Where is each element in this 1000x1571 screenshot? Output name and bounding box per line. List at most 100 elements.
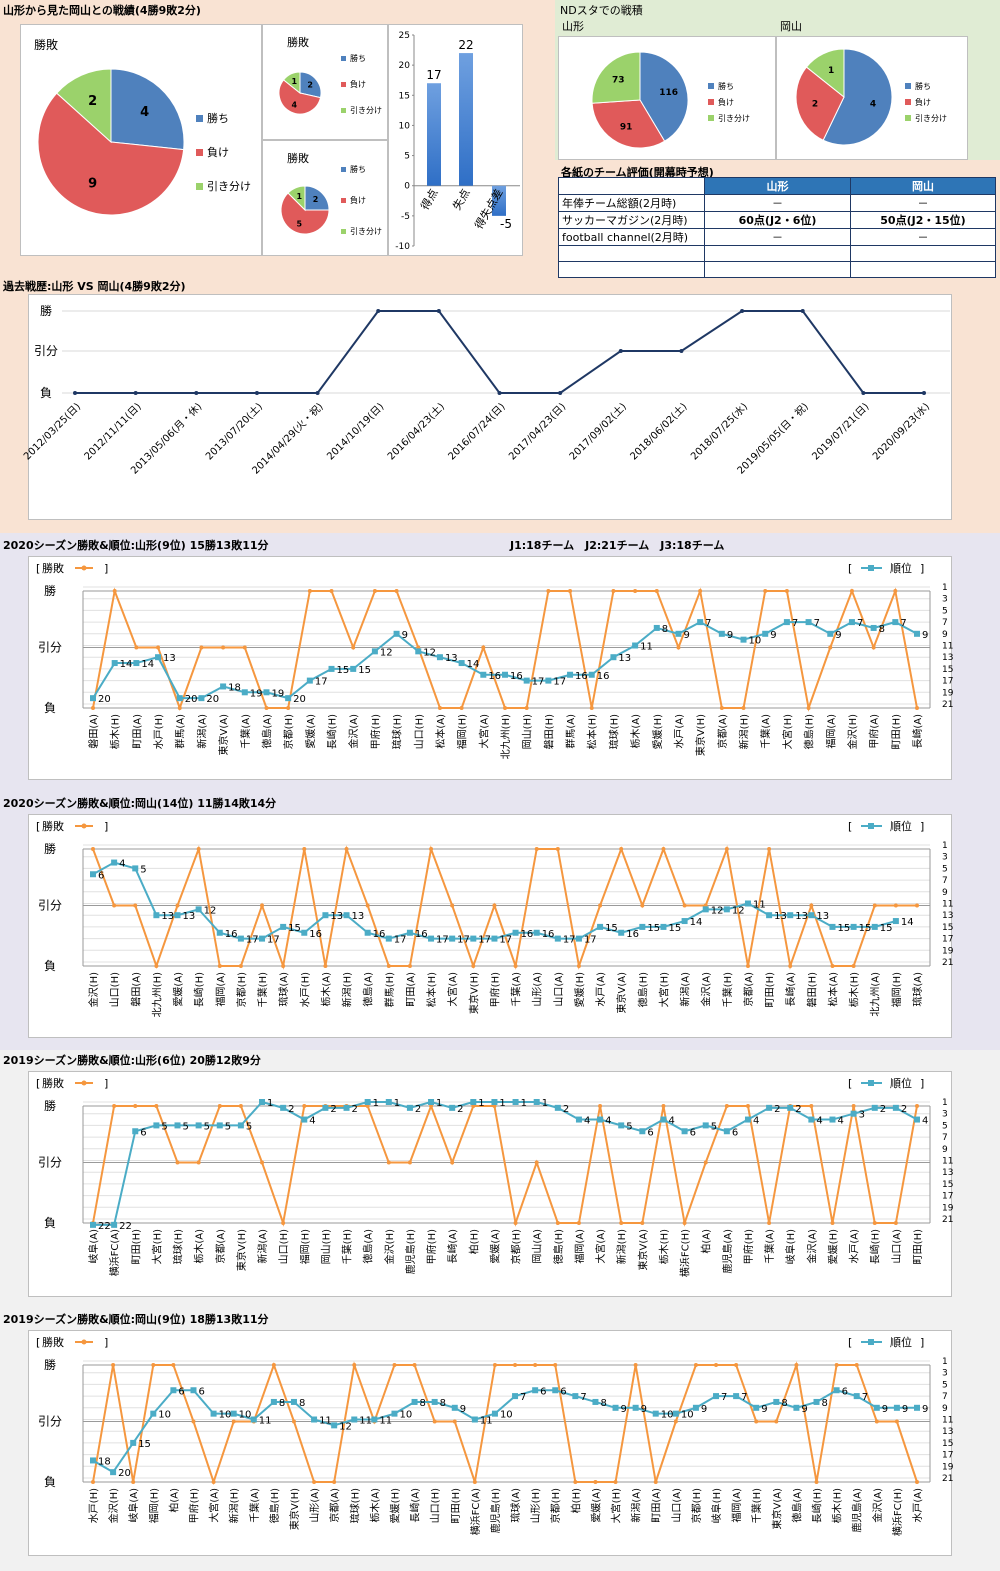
bar-ytick-label: 25 [399, 31, 410, 41]
rank-value-label: 8 [299, 1398, 305, 1409]
legend-label: 負け [915, 97, 931, 107]
season-x-label: 磐田(A) [129, 972, 142, 1007]
rank-point [681, 918, 688, 925]
rank-tick-label: 17 [942, 1451, 953, 1461]
legend-label-rank: 順位 [890, 561, 912, 575]
rank-point [532, 1387, 539, 1394]
season-2019-okayama-title: 2019シーズン勝敗&順位:岡山(9位) 18勝13敗11分 [3, 1313, 269, 1326]
rank-value-label: 9 [701, 1404, 707, 1415]
pie-value-label: 9 [88, 177, 97, 192]
legend-marker-result [81, 1080, 87, 1086]
season-x-label: 東京V(A) [636, 1229, 649, 1271]
season-x-label: 柏(A) [167, 1488, 180, 1513]
rank-value-label: 5 [711, 1121, 717, 1132]
rank-value-label: 2 [901, 1104, 907, 1115]
past-point [679, 349, 684, 353]
result-point [767, 1221, 772, 1225]
legend-label-result: 勝敗 [42, 819, 64, 833]
rank-tick-label: 9 [942, 888, 948, 898]
rank-point [491, 1099, 498, 1105]
result-ytick-label: 引分 [38, 1156, 62, 1170]
result-point [492, 903, 497, 908]
season-x-label: 横浜FC(A) [108, 1229, 121, 1276]
result-point [915, 903, 919, 908]
rank-value-label: 7 [520, 1392, 526, 1403]
season-x-label: 愛媛(A) [172, 972, 185, 1007]
result-ytick-label: 負 [44, 1475, 56, 1489]
pie-value-label: 1 [828, 66, 834, 76]
rank-point [153, 912, 160, 919]
result-point [191, 1419, 196, 1424]
rank-point [90, 1457, 96, 1464]
result-point [714, 1363, 719, 1367]
rank-value-label: 20 [185, 694, 198, 705]
legend-swatch [341, 82, 346, 87]
season-x-label: 町田(H) [765, 972, 776, 1007]
rank-value-label: 13 [183, 911, 196, 922]
rank-point [458, 660, 465, 667]
pie-value-label: 2 [812, 100, 818, 110]
result-point [386, 1160, 391, 1165]
rank-tick-label: 3 [942, 595, 948, 605]
season-x-label: 新潟(A) [195, 714, 208, 749]
past-x-label: 2019/07/21(日) [810, 401, 871, 462]
season-x-label: 金沢(H) [107, 1488, 120, 1523]
rank-value-label: 16 [575, 671, 588, 682]
result-point [217, 964, 222, 968]
legend-label: 引き分け [350, 106, 382, 115]
result-series-line [92, 1361, 918, 1486]
rank-point [480, 671, 487, 678]
rank-value-label: 10 [500, 1410, 513, 1421]
result-point [151, 1363, 156, 1367]
season-x-label: 愛媛(H) [573, 972, 586, 1007]
rank-tick-label: 3 [942, 1369, 948, 1379]
eval-row: サッカーマガジン(2月時) 60点(J2・6位) 50点(J2・15位) [558, 211, 996, 229]
result-series-line [92, 845, 917, 970]
season-x-label: 群馬(A) [564, 714, 577, 749]
season-x-label: 新潟(H) [615, 1229, 628, 1264]
rank-point [415, 648, 422, 655]
result-point [513, 1363, 518, 1367]
rank-point [723, 906, 730, 913]
rank-point [285, 695, 292, 702]
result-point [91, 706, 95, 710]
result-point [112, 589, 117, 593]
result-point [809, 1104, 814, 1108]
rank-point [827, 630, 834, 637]
rank-value-label: 17 [394, 935, 407, 946]
legend-label-result: 勝敗 [42, 1335, 64, 1349]
rank-tick-label: 9 [942, 630, 948, 640]
result-point [633, 589, 638, 593]
season-x-label: 岐阜(A) [127, 1488, 140, 1523]
result-point [915, 706, 919, 710]
legend-bracket-right: ] [104, 1336, 108, 1349]
season-x-label: 甲府(H) [742, 1229, 755, 1264]
season-x-label: 千葉(H) [341, 1229, 354, 1264]
season-x-label: 福岡(A) [730, 1488, 743, 1523]
rank-value-label: 20 [293, 694, 306, 705]
rank-value-label: 2 [415, 1104, 421, 1115]
rank-value-label: 1 [478, 1098, 484, 1109]
result-point [734, 1363, 739, 1367]
result-point [774, 1419, 779, 1424]
rank-point [150, 1410, 157, 1417]
rank-value-label: 15 [337, 665, 350, 676]
rank-point [652, 1410, 659, 1417]
season-x-label: 京都(A) [742, 972, 755, 1007]
result-point [703, 1160, 708, 1165]
result-point [450, 903, 455, 908]
result-point [568, 589, 573, 593]
rank-value-label: 11 [319, 1416, 332, 1427]
rank-point [702, 906, 709, 913]
rank-point [449, 1104, 456, 1111]
season-x-label: 京都(H) [510, 1229, 523, 1264]
result-point [613, 1480, 618, 1484]
rank-value-label: 5 [204, 1121, 210, 1132]
rank-point [428, 1099, 435, 1105]
result-point [546, 589, 551, 593]
season-x-label: 琉球(H) [391, 714, 404, 749]
rank-tick-label: 1 [942, 1098, 948, 1108]
legend-swatch [196, 149, 203, 156]
rank-value-label: 2 [330, 1104, 336, 1115]
rank-tick-label: 11 [942, 1416, 953, 1426]
